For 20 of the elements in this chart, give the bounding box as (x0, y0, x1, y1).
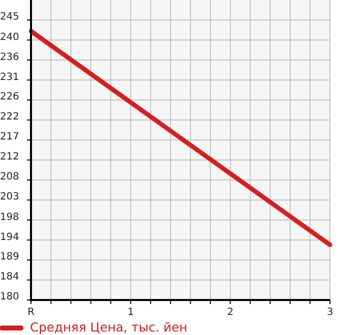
y-tick-label: 217 (0, 132, 20, 143)
y-tick-label: 212 (0, 152, 20, 163)
y-tick-label: 245 (0, 12, 20, 23)
y-tick-label: 198 (0, 212, 20, 223)
y-tick-label: 236 (0, 52, 20, 63)
y-tick-label: 231 (0, 72, 20, 83)
y-tick-label: 208 (0, 172, 20, 183)
x-tick-label: 1 (127, 307, 134, 318)
x-tick-label: 3 (326, 307, 334, 318)
y-tick-label: 180 (0, 292, 20, 303)
y-tick-label: 203 (0, 192, 20, 203)
legend-label: Средняя Цена, тыс. йен (30, 319, 188, 334)
y-tick-label: 189 (0, 252, 20, 263)
x-tick-label: R (28, 307, 35, 318)
y-tick-label: 184 (0, 272, 20, 283)
y-tick-label: 226 (0, 92, 20, 103)
x-tick-label: 2 (227, 307, 234, 318)
y-tick-label: 222 (0, 112, 20, 123)
y-tick-label: 194 (0, 232, 20, 243)
y-tick-label: 240 (0, 32, 20, 43)
